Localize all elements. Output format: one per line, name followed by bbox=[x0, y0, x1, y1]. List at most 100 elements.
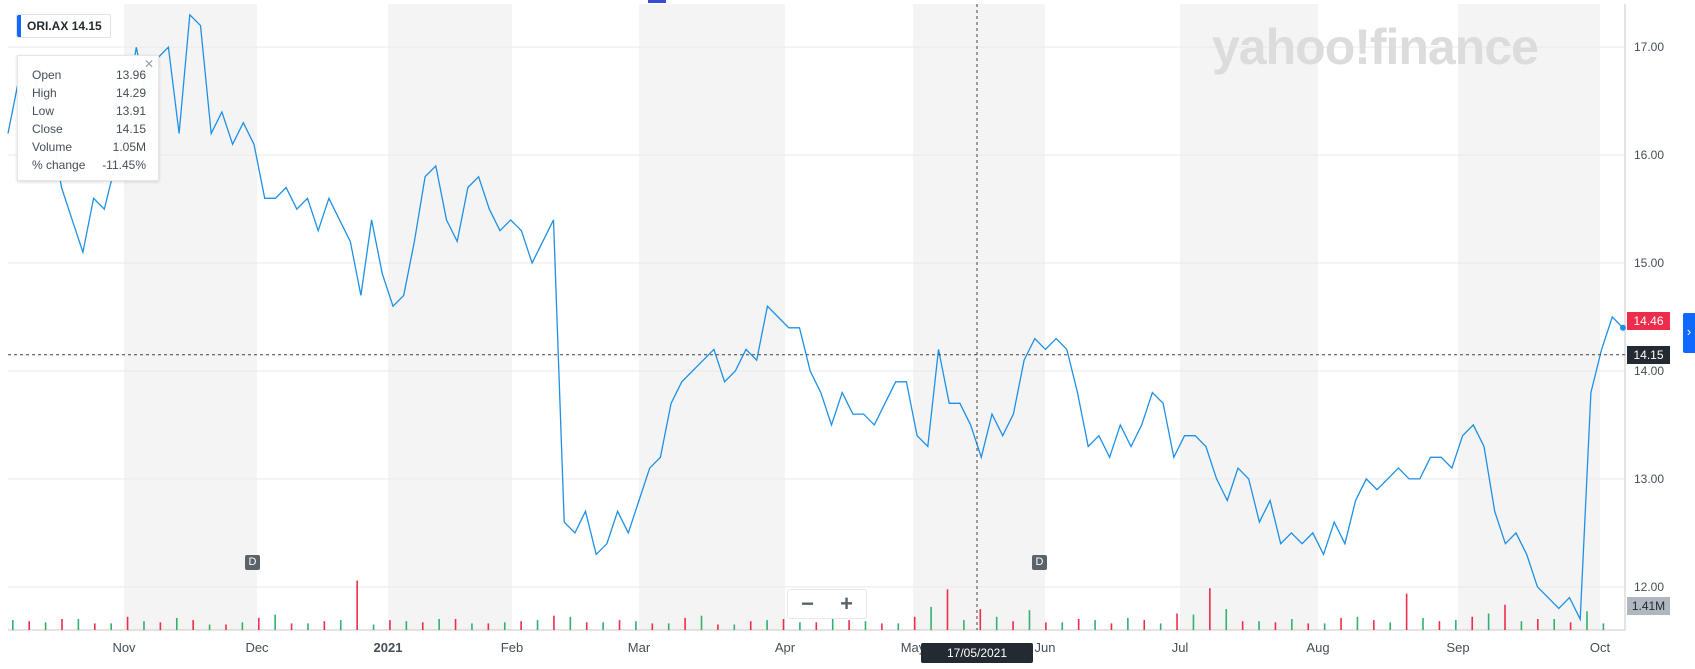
volume-bar-down bbox=[1209, 588, 1211, 630]
volume-bar-up bbox=[864, 621, 867, 630]
tooltip-value: -11.45% bbox=[102, 158, 146, 172]
zoom-controls: − + bbox=[787, 589, 867, 619]
volume-bar-down bbox=[257, 617, 260, 630]
volume-bar-up bbox=[339, 620, 342, 630]
volume-bar-down bbox=[1471, 616, 1474, 630]
x-tick-label: Nov bbox=[112, 640, 136, 655]
volume-bar-down bbox=[881, 623, 883, 630]
volume-bar-up bbox=[602, 622, 604, 630]
tooltip-row-volume: Volume 1.05M bbox=[32, 140, 146, 158]
volume-bar-up bbox=[1586, 611, 1588, 630]
zoom-in-button[interactable]: + bbox=[840, 591, 853, 616]
tooltip-label: Close bbox=[32, 122, 63, 136]
volume-bar-down bbox=[1176, 613, 1178, 630]
volume-bar-up bbox=[635, 621, 637, 630]
month-band bbox=[1180, 4, 1318, 630]
volume-bar-up bbox=[995, 616, 998, 630]
volume-bar-down bbox=[946, 589, 949, 630]
close-icon[interactable]: ✕ bbox=[143, 57, 154, 71]
x-tick-label: Apr bbox=[775, 640, 796, 655]
volume-bar-up bbox=[1258, 621, 1260, 630]
volume-bar-down bbox=[487, 623, 490, 630]
volume-bar-up bbox=[1159, 623, 1162, 630]
volume-bar-up bbox=[307, 623, 309, 630]
volume-bar-down bbox=[1340, 617, 1342, 630]
volume-bar-up bbox=[77, 619, 80, 630]
tooltip-row-change: % change -11.45% bbox=[32, 158, 146, 176]
volume-bar-up bbox=[241, 622, 244, 630]
volume-bar-down bbox=[815, 622, 818, 630]
volume-bar-down bbox=[717, 624, 719, 630]
x-tick-label: Jun bbox=[1035, 640, 1056, 655]
x-tick-label: Mar bbox=[628, 640, 651, 655]
volume-bar-up bbox=[667, 623, 670, 630]
volume-bar-up bbox=[110, 623, 112, 630]
month-band bbox=[1458, 4, 1600, 630]
y-tick-label: 16.00 bbox=[1634, 148, 1664, 162]
crosshair-price-flag: 14.15 bbox=[1627, 345, 1670, 364]
volume-bar-up bbox=[733, 624, 736, 630]
y-tick-label: 15.00 bbox=[1634, 256, 1664, 270]
volume-bar-up bbox=[1553, 619, 1556, 630]
volume-bar-up bbox=[1422, 617, 1424, 630]
volume-bar-up bbox=[536, 620, 539, 630]
volume-bar-down bbox=[356, 580, 358, 630]
volume-bar-up bbox=[831, 617, 834, 630]
volume-bar-down bbox=[323, 621, 326, 630]
x-tick-label: May bbox=[901, 640, 926, 655]
volume-bar-up bbox=[766, 620, 768, 630]
volume-bar-down bbox=[979, 609, 982, 630]
range-marker[interactable] bbox=[648, 0, 666, 3]
price-line bbox=[7, 13, 1624, 622]
volume-bar-up bbox=[405, 621, 408, 630]
x-tick-label: Aug bbox=[1306, 640, 1329, 655]
volume-bar-up bbox=[44, 622, 47, 630]
volume-bar-down bbox=[126, 616, 129, 630]
month-band bbox=[388, 4, 512, 630]
volume-bar-up bbox=[175, 617, 178, 630]
volume-flag: 1.41M bbox=[1627, 597, 1670, 615]
x-tick-label: 2021 bbox=[374, 640, 403, 655]
volume-bar-up bbox=[208, 624, 211, 630]
volume-bar-down bbox=[389, 620, 391, 630]
expand-panel-button[interactable]: › bbox=[1683, 313, 1695, 353]
volume-bar-down bbox=[1012, 621, 1014, 630]
volume-bar-down bbox=[159, 622, 162, 630]
tooltip-row-high: High 14.29 bbox=[32, 86, 146, 104]
volume-bar-up bbox=[1487, 613, 1490, 630]
volume-bar-down bbox=[848, 620, 850, 630]
volume-bar-down bbox=[651, 623, 654, 630]
volume-bar-up bbox=[1520, 621, 1523, 630]
ticker-badge[interactable]: ORI.AX 14.15 bbox=[16, 14, 111, 38]
volume-bar-up bbox=[1323, 623, 1326, 630]
volume-bar-up bbox=[1455, 620, 1457, 630]
x-tick-label: Feb bbox=[501, 640, 523, 655]
volume-bar-down bbox=[1110, 623, 1113, 630]
volume-bar-up bbox=[1192, 614, 1195, 630]
volume-bar-down bbox=[1537, 619, 1539, 630]
volume-bar-down bbox=[782, 619, 785, 630]
volume-bar-down bbox=[28, 621, 30, 630]
y-tick-label: 17.00 bbox=[1634, 40, 1664, 54]
volume-bar-up bbox=[1602, 623, 1605, 630]
volume-bar-down bbox=[585, 622, 588, 630]
volume-bar-down bbox=[1405, 593, 1408, 630]
volume-bar-up bbox=[1094, 620, 1096, 630]
tooltip-value: 13.96 bbox=[115, 68, 146, 82]
last-price-flag: 14.46 bbox=[1627, 312, 1670, 331]
tooltip-value: 14.29 bbox=[115, 86, 146, 100]
volume-bar-up bbox=[1061, 622, 1064, 630]
volume-bar-down bbox=[749, 621, 752, 630]
tooltip-value: 13.91 bbox=[115, 104, 146, 118]
volume-bar-down bbox=[1307, 623, 1310, 630]
zoom-out-button[interactable]: − bbox=[801, 591, 814, 616]
dividend-marker[interactable]: D bbox=[245, 555, 260, 570]
volume-bar-down bbox=[93, 623, 96, 630]
volume-bar-down bbox=[61, 619, 63, 630]
ticker-symbol: ORI.AX bbox=[27, 19, 69, 33]
volume-bar-up bbox=[1028, 610, 1031, 630]
dividend-marker[interactable]: D bbox=[1032, 555, 1047, 570]
volume-bar-down bbox=[1143, 620, 1146, 630]
month-band bbox=[913, 4, 1045, 630]
